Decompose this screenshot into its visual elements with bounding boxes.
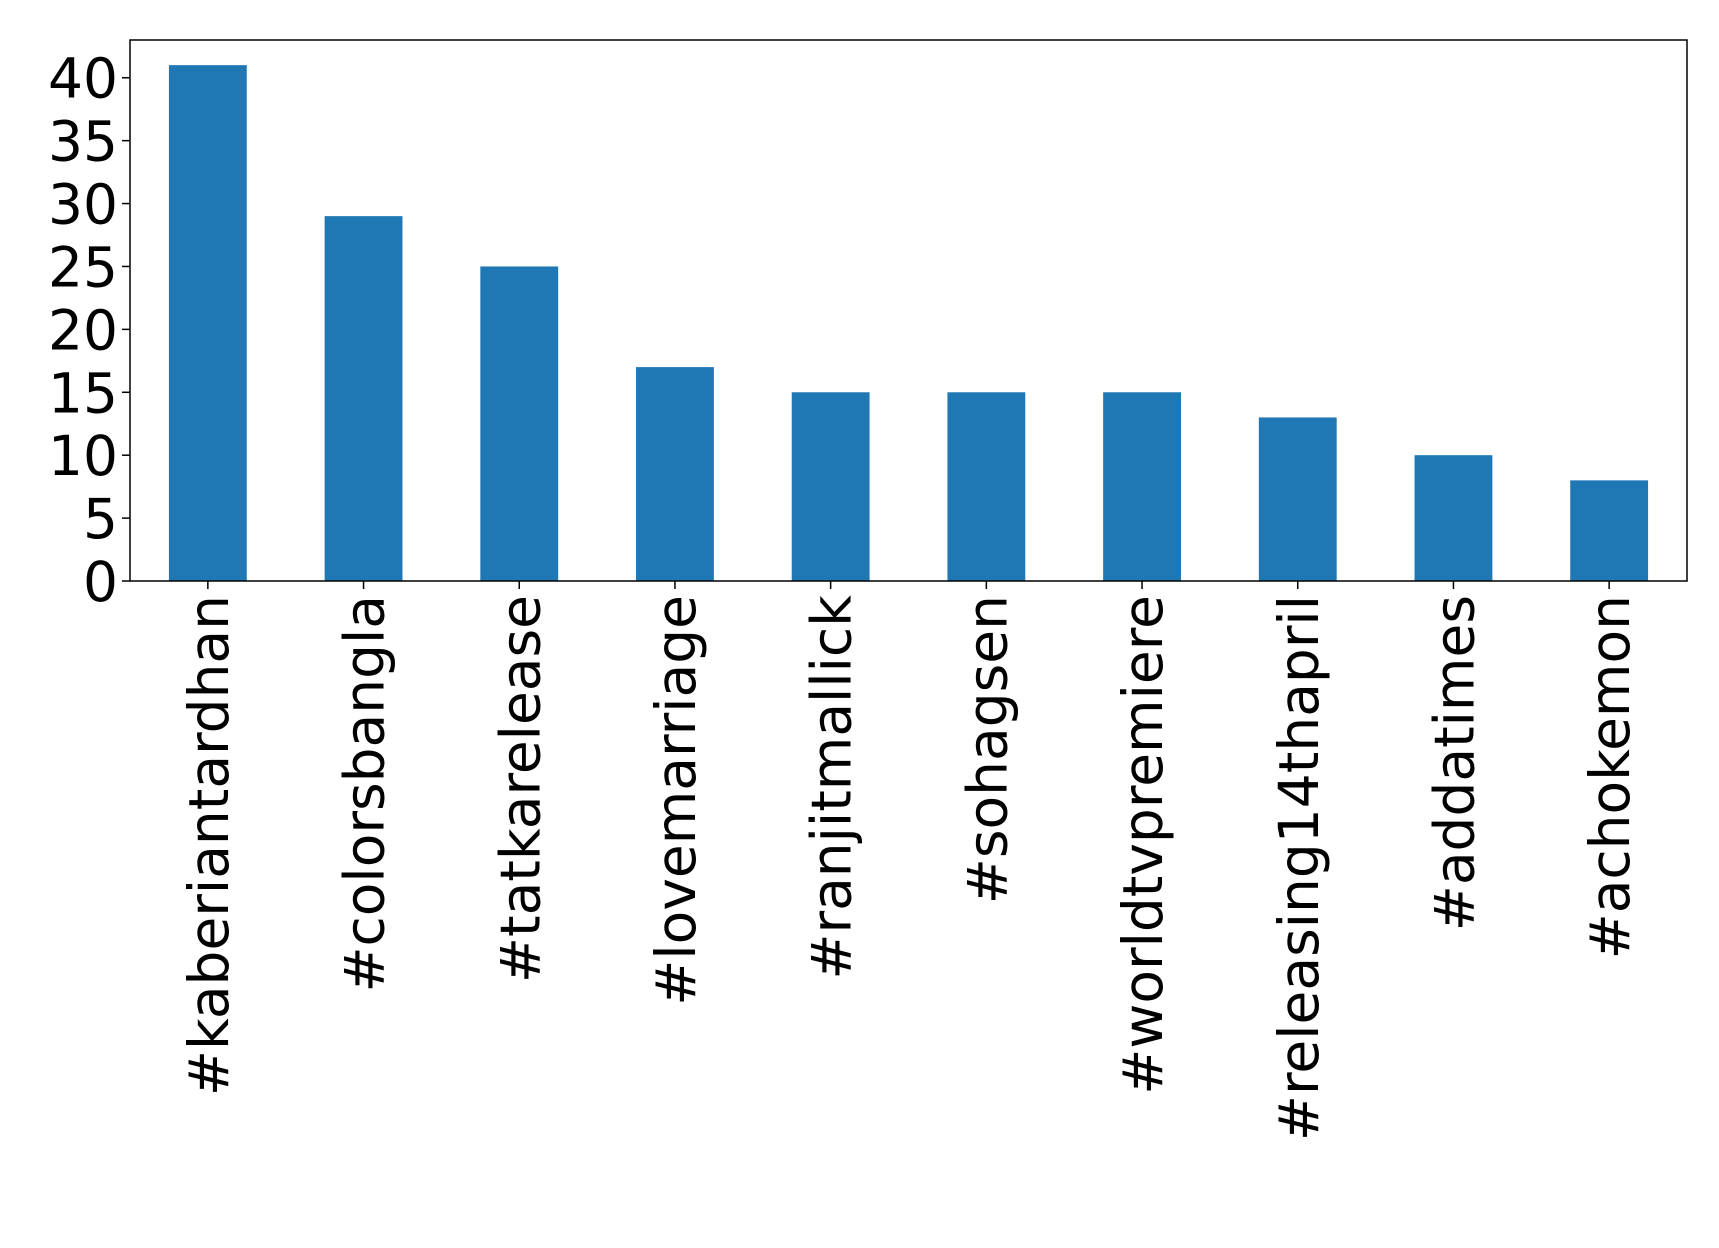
y-tick-label: 20 <box>48 298 118 362</box>
bar <box>947 392 1026 581</box>
x-tick-label: #sohagsen <box>955 595 1019 904</box>
x-tick-label: #kaberiantardhan <box>177 595 241 1096</box>
bar <box>1414 455 1493 581</box>
plot-frame <box>129 39 1688 582</box>
y-tick-label: 35 <box>48 110 118 174</box>
bar <box>1570 480 1649 581</box>
x-tick-label: #addatimes <box>1422 595 1486 931</box>
x-tick-label: #colorsbangla <box>333 595 397 993</box>
y-tick-label: 40 <box>48 47 118 111</box>
x-tick-label: #releasing14thapril <box>1267 595 1331 1141</box>
x-tick-label: #lovemarriage <box>644 595 708 1006</box>
bar <box>636 367 714 581</box>
y-tick-label: 10 <box>48 424 118 488</box>
bar <box>791 392 870 581</box>
y-tick-label: 0 <box>83 550 118 614</box>
bar <box>324 216 403 582</box>
x-tick-label: #tatkarelease <box>488 595 552 983</box>
x-tick-label: #ranjitmallick <box>800 595 864 980</box>
y-tick-label: 5 <box>83 487 118 551</box>
y-tick-label: 30 <box>48 173 118 237</box>
y-tick-label: 15 <box>48 361 118 425</box>
x-tick-label: #achokemon <box>1578 595 1642 959</box>
bar <box>168 65 247 582</box>
x-tick-label: #worldtvpremiere <box>1111 595 1175 1095</box>
bar <box>1103 392 1181 581</box>
bar <box>480 266 559 581</box>
y-tick-label: 25 <box>48 235 118 299</box>
bar <box>1258 417 1337 581</box>
